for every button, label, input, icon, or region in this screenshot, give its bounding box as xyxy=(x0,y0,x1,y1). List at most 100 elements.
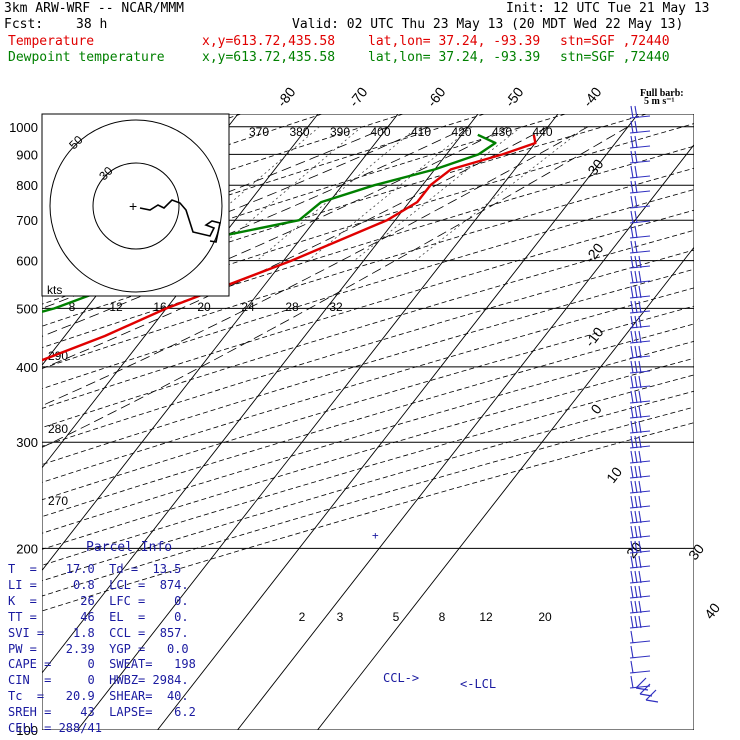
dry-adiabat xyxy=(42,305,694,501)
isotherm xyxy=(317,246,694,730)
pressure-label: 700 xyxy=(16,213,38,228)
dry-adiabat xyxy=(42,114,404,234)
pressure-label: 400 xyxy=(16,360,38,375)
mixing-ratio-label: 8 xyxy=(439,610,446,624)
dewpoint-profile xyxy=(42,133,497,314)
pressure-label: 600 xyxy=(16,254,38,269)
parcel-info-row: TT = 46 EL = 0. xyxy=(8,609,189,624)
wind-barb xyxy=(629,555,651,569)
isotherm xyxy=(237,143,694,730)
wind-barb xyxy=(629,360,651,374)
wind-barb xyxy=(629,105,651,119)
wind-barb xyxy=(629,390,651,404)
hodograph-speed-label: 8 xyxy=(69,300,76,314)
wind-barb xyxy=(629,300,651,314)
mixing-ratio-label: 20 xyxy=(538,610,552,624)
wind-barb xyxy=(629,255,651,269)
isotherm-label: 30 xyxy=(685,541,707,563)
wind-barb xyxy=(629,585,651,599)
dry-adiabat xyxy=(42,374,694,566)
init-time: Init: 12 UTC Tue 21 May 13 xyxy=(506,1,710,16)
model-title: 3km ARW-WRF -- NCAR/MMM xyxy=(4,1,185,16)
wind-barb xyxy=(629,495,651,509)
pressure-label: 500 xyxy=(16,301,38,316)
wind-barb xyxy=(629,375,651,389)
dry-adiabat xyxy=(42,114,566,282)
wind-barb xyxy=(629,330,651,344)
hodograph-speed-label: 12 xyxy=(109,300,123,314)
wind-barb xyxy=(629,420,651,434)
dry-adiabat xyxy=(42,209,694,409)
mixing-ratio-label: 5 xyxy=(393,610,400,624)
isotherm-label: -10 xyxy=(582,324,607,350)
parcel-info-row: SREH = 43 LAPSE= 6.2 xyxy=(8,705,196,720)
parcel-info-row: K = 26 LFC = 0. xyxy=(8,593,189,608)
theta-label: 270 xyxy=(48,494,68,508)
wind-barb xyxy=(629,195,651,209)
temperature-xy: x,y=613.72,435.58 xyxy=(202,34,336,49)
isotherm-label: 20 xyxy=(623,539,645,561)
wind-barb xyxy=(629,600,651,614)
mixing-ratio-line xyxy=(414,126,587,261)
parcel-info-row: CIN = 0 HWBZ= 2984. xyxy=(8,673,189,688)
parcel-info-row: SVI = 1.8 CCL = 857. xyxy=(8,625,189,640)
wind-barb xyxy=(629,345,651,359)
wind-barb xyxy=(635,677,649,691)
wind-barb xyxy=(629,525,651,539)
hodograph-origin: + xyxy=(129,198,137,214)
wind-barb xyxy=(629,180,651,194)
isotherm-label: -80 xyxy=(274,84,299,110)
pressure-label: 800 xyxy=(16,178,38,193)
isotherm-label: -40 xyxy=(580,84,605,110)
isotherm-label: -70 xyxy=(346,84,371,110)
wind-barb xyxy=(645,689,659,703)
theta-e-label: 370 xyxy=(249,125,269,139)
pressure-label: 200 xyxy=(16,541,38,556)
wind-barb xyxy=(629,225,651,239)
isotherm xyxy=(42,114,319,469)
isotherm-label: -50 xyxy=(502,84,527,110)
wind-barb xyxy=(629,675,651,689)
wind-barb xyxy=(629,540,651,554)
wind-barb xyxy=(629,165,651,179)
parcel-info-row: Tc = 20.9 SHEAR= 40. xyxy=(8,689,189,704)
dewpoint-legend: Dewpoint temperature xyxy=(8,50,165,65)
dry-adiabat xyxy=(42,249,694,447)
parcel-info-title: Parcel Info xyxy=(86,540,173,555)
dry-adiabat xyxy=(42,390,694,582)
wind-barb xyxy=(629,450,651,464)
dewpoint-station: stn=SGF ,72440 xyxy=(560,50,670,65)
wind-barb xyxy=(629,240,651,254)
isotherm xyxy=(42,114,479,674)
pressure-label: 900 xyxy=(16,147,38,162)
wind-barb xyxy=(629,315,651,329)
ccl-label: CCL-> xyxy=(383,671,419,685)
pressure-label: 300 xyxy=(16,435,38,450)
isotherm-label: 10 xyxy=(603,464,625,486)
wind-barb xyxy=(629,270,651,284)
dry-adiabat xyxy=(42,167,694,369)
isotherm xyxy=(157,114,639,730)
mixing-ratio-label: 2 xyxy=(299,610,306,624)
isotherm-label: 0 xyxy=(587,401,605,417)
mixing-ratio-line xyxy=(307,126,473,261)
mixing-ratio-line xyxy=(256,126,419,261)
theta-label: 280 xyxy=(48,422,68,436)
theta-e-label: 400 xyxy=(370,125,390,139)
temperature-profile xyxy=(42,134,537,362)
mixing-ratio-label: 12 xyxy=(479,610,493,624)
wind-barb xyxy=(629,435,651,449)
wind-barb xyxy=(629,210,651,224)
parcel-info-row: PW = 2.39 YGP = 0.0 xyxy=(8,641,189,656)
wind-barb xyxy=(629,480,651,494)
wind-barb xyxy=(629,405,651,419)
temperature-legend: Temperature xyxy=(8,34,95,49)
wind-barb xyxy=(629,615,651,629)
isotherm-label: -60 xyxy=(424,84,449,110)
parcel-info-row: T = 17.0 Td = 13.5 xyxy=(8,562,182,576)
theta-e-label: 430 xyxy=(492,125,512,139)
wind-barb xyxy=(629,135,651,149)
forecast-hour: 38 h xyxy=(76,17,108,32)
hodograph-speed-label: 28 xyxy=(285,300,299,314)
